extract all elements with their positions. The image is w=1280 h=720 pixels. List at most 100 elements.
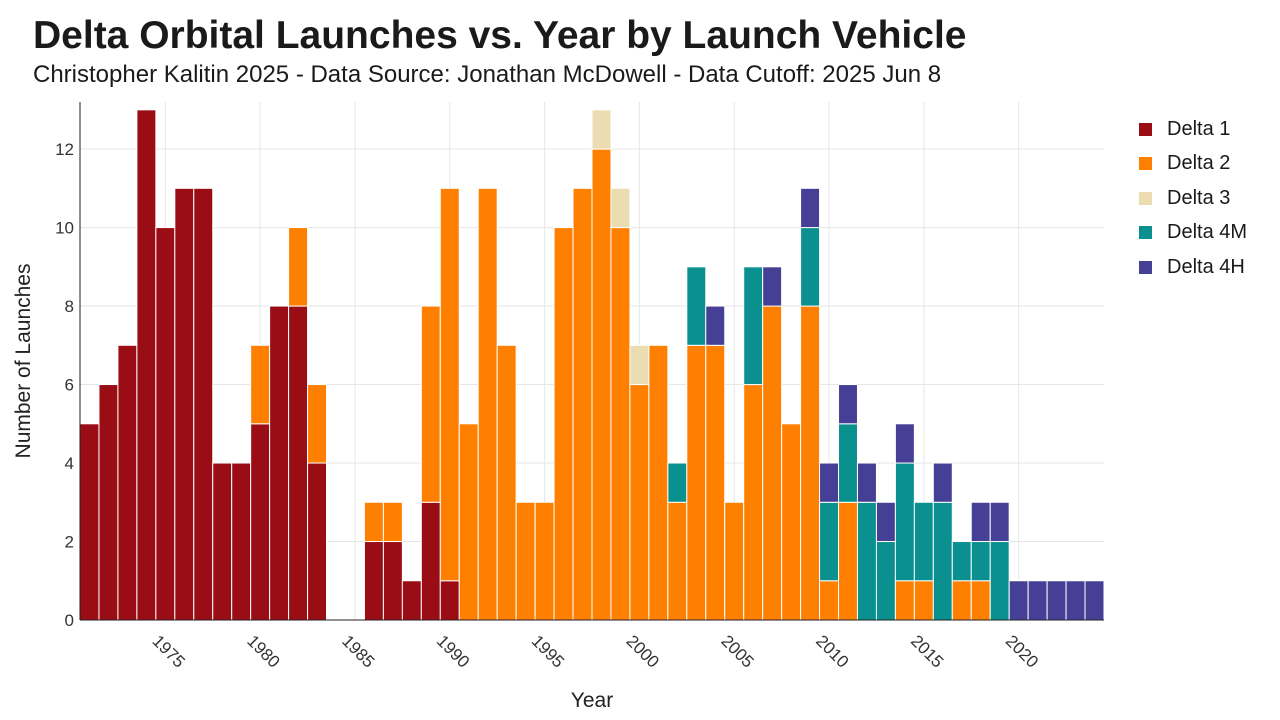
bar bbox=[932, 462, 953, 503]
bar bbox=[819, 462, 840, 503]
legend-label: Delta 3 bbox=[1167, 186, 1231, 209]
legend-swatch bbox=[1139, 122, 1152, 136]
bar bbox=[212, 462, 233, 621]
legend-swatch bbox=[1139, 191, 1152, 205]
bar bbox=[856, 501, 877, 621]
bar bbox=[800, 227, 821, 307]
bar bbox=[762, 266, 783, 307]
bar bbox=[382, 541, 403, 621]
bar bbox=[951, 541, 972, 582]
bar bbox=[932, 501, 953, 621]
bar bbox=[610, 227, 631, 621]
x-tick-label: 1980 bbox=[243, 631, 283, 671]
bar bbox=[231, 462, 252, 621]
bar bbox=[800, 187, 821, 229]
bar bbox=[989, 501, 1010, 543]
bar bbox=[762, 305, 783, 621]
bar bbox=[838, 501, 858, 621]
bar bbox=[572, 187, 593, 621]
bar bbox=[629, 384, 650, 621]
bar bbox=[705, 305, 726, 346]
bar bbox=[970, 541, 991, 582]
bar bbox=[875, 501, 896, 543]
bar bbox=[970, 501, 991, 543]
bar bbox=[98, 384, 119, 621]
bar bbox=[363, 501, 384, 543]
legend-label: Delta 2 bbox=[1167, 152, 1231, 175]
bar bbox=[610, 187, 631, 229]
bar bbox=[648, 344, 669, 621]
chart-subtitle: Christopher Kalitin 2025 - Data Source: … bbox=[33, 61, 942, 88]
bar bbox=[136, 109, 157, 621]
y-tick-label: 10 bbox=[55, 219, 74, 238]
bar bbox=[819, 580, 840, 621]
bar bbox=[307, 462, 328, 621]
x-axis-title: Year bbox=[571, 689, 613, 712]
legend-item: Delta 2 bbox=[1139, 147, 1247, 182]
legend-swatch bbox=[1139, 260, 1152, 274]
bar bbox=[420, 501, 441, 621]
bar bbox=[838, 423, 858, 503]
bar bbox=[705, 344, 726, 621]
bar bbox=[856, 462, 877, 503]
x-tick-label: 1975 bbox=[149, 631, 189, 671]
bar bbox=[724, 501, 745, 621]
bar bbox=[743, 384, 764, 621]
y-tick-label: 6 bbox=[65, 376, 74, 395]
bar bbox=[288, 305, 309, 621]
x-tick-label: 1985 bbox=[338, 631, 378, 671]
bar bbox=[686, 344, 707, 621]
y-tick-label: 0 bbox=[65, 611, 74, 630]
y-tick-label: 2 bbox=[65, 533, 74, 552]
bar bbox=[781, 423, 802, 621]
bar bbox=[155, 227, 176, 621]
legend-item: Delta 3 bbox=[1139, 181, 1247, 216]
bar bbox=[363, 541, 384, 621]
legend-label: Delta 4M bbox=[1167, 221, 1248, 244]
bar bbox=[439, 187, 460, 582]
x-tick-label: 1990 bbox=[433, 631, 473, 671]
y-tick-label: 4 bbox=[65, 454, 74, 473]
bar bbox=[307, 384, 328, 464]
bar bbox=[970, 580, 991, 621]
bar bbox=[894, 423, 915, 464]
bar bbox=[288, 227, 309, 307]
bar bbox=[477, 187, 498, 621]
legend-label: Delta 1 bbox=[1167, 117, 1231, 140]
bar bbox=[591, 109, 612, 150]
bar bbox=[894, 580, 915, 621]
bar bbox=[269, 305, 290, 621]
bar bbox=[250, 423, 271, 621]
bar bbox=[686, 266, 707, 346]
legend-label: Delta 4H bbox=[1167, 255, 1245, 278]
bar bbox=[534, 501, 555, 621]
legend-item: Delta 4H bbox=[1139, 250, 1247, 285]
y-tick-label: 8 bbox=[65, 297, 74, 316]
bar bbox=[819, 501, 840, 582]
x-tick-label: 2015 bbox=[907, 631, 947, 671]
bar bbox=[913, 580, 934, 621]
bar bbox=[913, 501, 934, 582]
bar bbox=[894, 462, 915, 582]
legend-item: Delta 1 bbox=[1139, 112, 1247, 147]
x-tick-label: 2000 bbox=[623, 631, 663, 671]
legend-item: Delta 4M bbox=[1139, 216, 1247, 251]
bar bbox=[174, 187, 195, 621]
bar bbox=[401, 580, 422, 621]
y-axis-title: Number of Launches bbox=[12, 264, 35, 459]
bar bbox=[1008, 580, 1029, 621]
legend: Delta 1 Delta 2 Delta 3 Delta 4M Delta 4H bbox=[1139, 112, 1247, 285]
bar bbox=[382, 501, 403, 543]
bar bbox=[193, 187, 214, 621]
bar bbox=[591, 148, 612, 621]
bar bbox=[420, 305, 441, 503]
bar bbox=[1065, 580, 1086, 621]
x-tick-label: 2010 bbox=[812, 631, 852, 671]
bar bbox=[79, 423, 100, 621]
bar bbox=[250, 344, 271, 425]
bar bbox=[951, 580, 972, 621]
bar bbox=[838, 384, 858, 425]
bar bbox=[117, 344, 138, 621]
legend-swatch bbox=[1139, 226, 1152, 240]
